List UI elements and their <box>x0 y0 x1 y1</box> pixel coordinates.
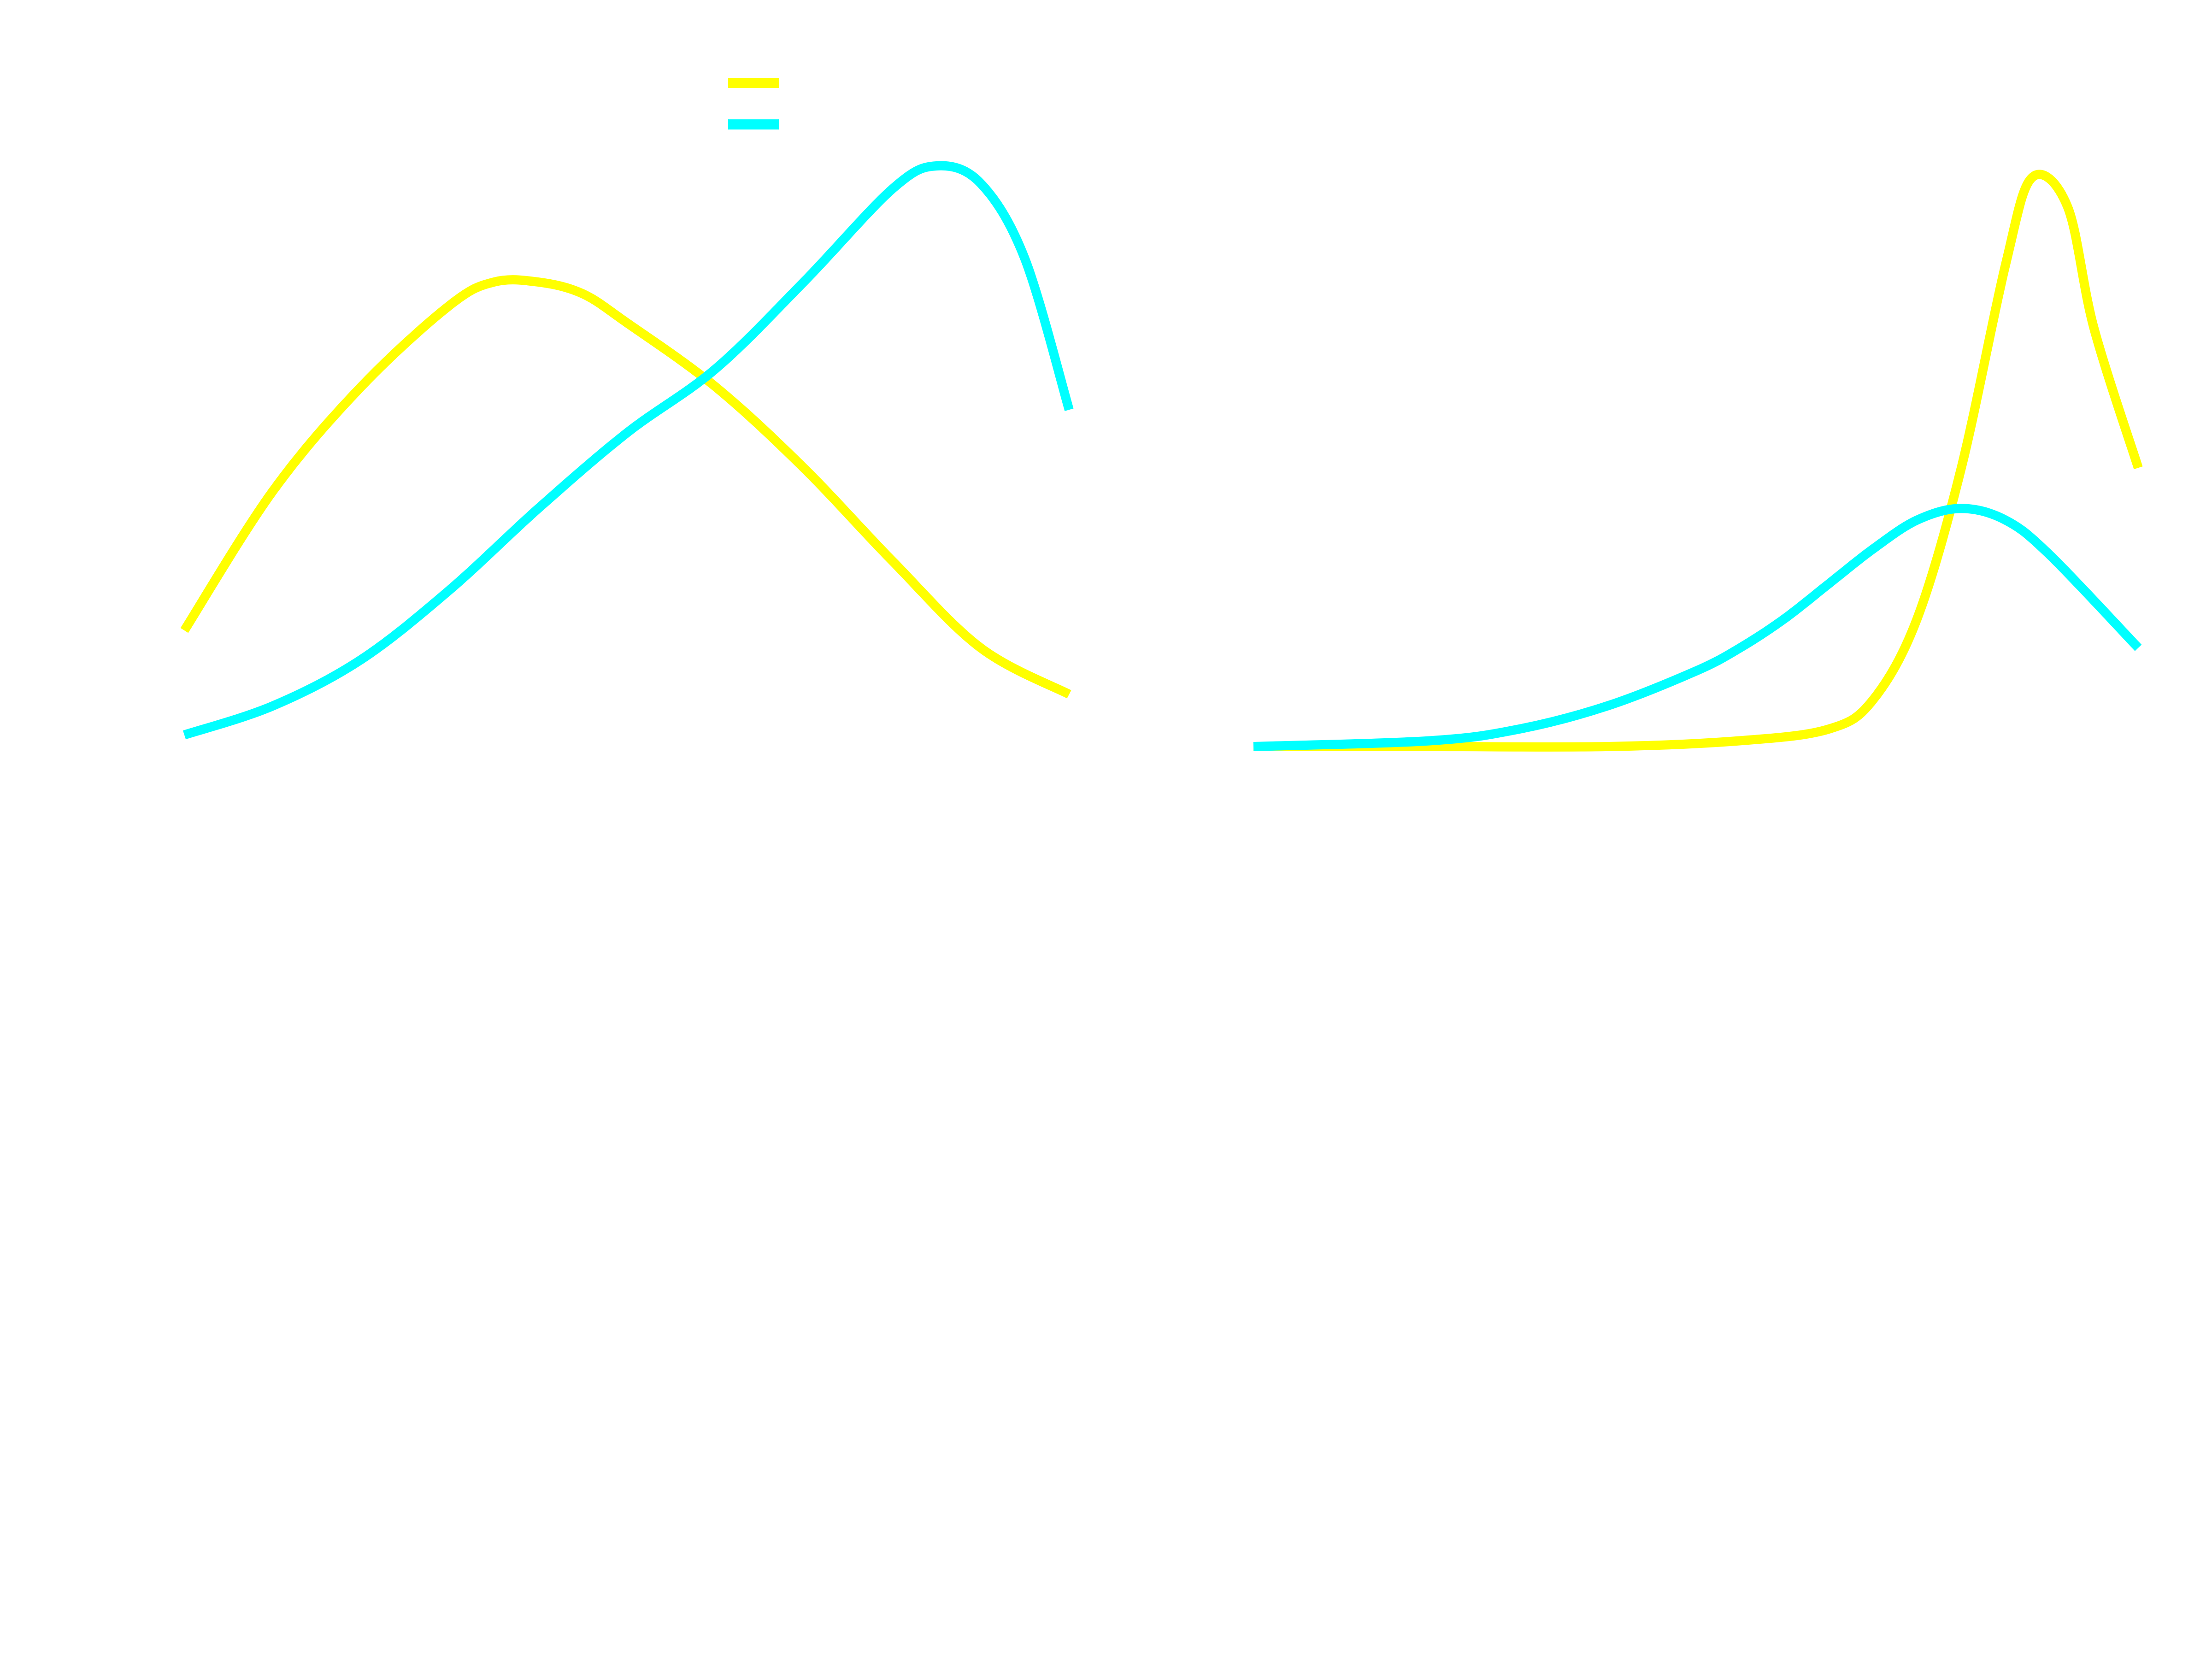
legend <box>728 78 779 129</box>
left-panel <box>180 161 1074 759</box>
series-line-yellow <box>1253 170 2143 752</box>
series-line-yellow <box>180 275 1071 699</box>
series-line-cyan <box>182 161 1074 740</box>
right-panel <box>1252 170 2143 759</box>
series-line-cyan <box>1253 504 2142 751</box>
